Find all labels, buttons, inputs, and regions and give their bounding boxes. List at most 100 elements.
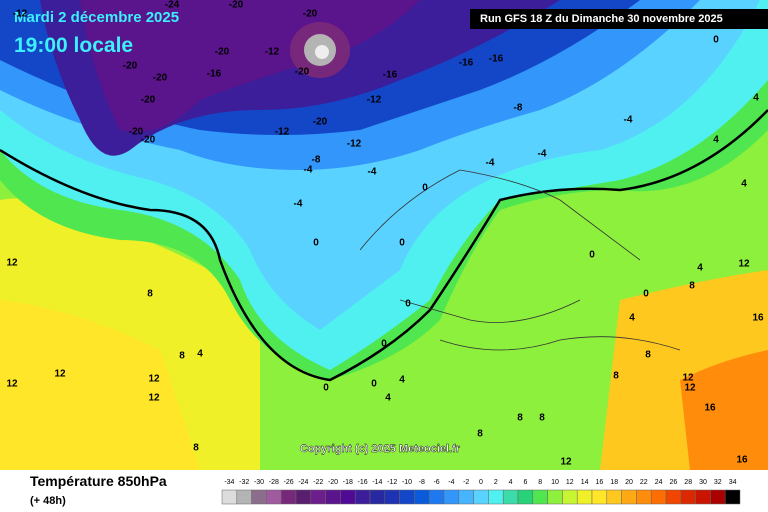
legend-label: -20 bbox=[328, 479, 338, 486]
contour-label: 8 bbox=[193, 443, 199, 454]
legend-swatch bbox=[251, 489, 267, 505]
legend-label: -16 bbox=[358, 479, 368, 486]
contour-label: 0 bbox=[381, 339, 387, 350]
legend-label: 16 bbox=[596, 479, 604, 486]
contour-label: 12 bbox=[148, 374, 160, 385]
legend-label: -14 bbox=[372, 479, 382, 486]
contour-label: 8 bbox=[645, 350, 651, 361]
legend-label: 14 bbox=[581, 479, 589, 486]
contour-label: -4 bbox=[486, 158, 495, 169]
time: 19:00 locale bbox=[14, 34, 133, 57]
legend-swatch bbox=[695, 489, 711, 505]
legend-label: -34 bbox=[224, 479, 234, 486]
legend-label: 2 bbox=[494, 479, 498, 486]
contour-label: -20 bbox=[141, 95, 156, 106]
contour-label: -20 bbox=[313, 117, 328, 128]
contour-label: 12 bbox=[682, 373, 694, 384]
contour-label: 12 bbox=[738, 259, 750, 270]
contour-label: 4 bbox=[629, 313, 635, 324]
legend-label: 8 bbox=[538, 479, 542, 486]
legend-label: 20 bbox=[625, 479, 633, 486]
footer-lead: (+ 48h) bbox=[30, 495, 66, 507]
legend-label: -24 bbox=[298, 479, 308, 486]
legend-swatch bbox=[636, 489, 652, 505]
run-info: Run GFS 18 Z du Dimanche 30 novembre 202… bbox=[480, 13, 723, 25]
contour-label: 0 bbox=[643, 289, 649, 300]
contour-label: 12 bbox=[148, 393, 160, 404]
contour-label: -20 bbox=[123, 61, 138, 72]
legend-swatch bbox=[399, 489, 415, 505]
legend-swatch bbox=[266, 489, 282, 505]
contour-label: -24 bbox=[165, 0, 180, 11]
contour-label: 4 bbox=[385, 393, 391, 404]
legend-swatch bbox=[710, 489, 726, 505]
contour-label: 4 bbox=[753, 93, 759, 104]
contour-label: 8 bbox=[477, 429, 483, 440]
contour-label: -4 bbox=[294, 199, 303, 210]
legend-swatch bbox=[384, 489, 400, 505]
legend-swatch bbox=[325, 489, 341, 505]
contour-label: 0 bbox=[422, 183, 428, 194]
legend-swatch bbox=[310, 489, 326, 505]
contour-label: 8 bbox=[179, 351, 185, 362]
run-banner bbox=[470, 9, 768, 29]
legend-label: 4 bbox=[509, 479, 513, 486]
legend-label: 24 bbox=[655, 479, 663, 486]
contour-label: 12 bbox=[684, 383, 696, 394]
legend-swatch bbox=[650, 489, 667, 505]
contour-label: 0 bbox=[405, 299, 411, 310]
legend-label: -32 bbox=[239, 479, 249, 486]
contour-label: -8 bbox=[514, 103, 523, 114]
contour-label: -20 bbox=[215, 47, 230, 58]
contour-label: 12 bbox=[6, 258, 18, 269]
legend-swatch bbox=[547, 489, 563, 505]
legend-swatch bbox=[354, 489, 371, 505]
legend-swatch bbox=[680, 489, 696, 505]
legend-swatch bbox=[576, 489, 593, 505]
contour-label: 4 bbox=[741, 179, 747, 190]
legend-label: 34 bbox=[729, 479, 737, 486]
contour-label: -12 bbox=[367, 95, 382, 106]
legend-label: -4 bbox=[448, 479, 454, 486]
legend-label: 6 bbox=[523, 479, 527, 486]
contour-label: -12 bbox=[13, 9, 28, 20]
legend-label: -28 bbox=[269, 479, 279, 486]
legend-swatch bbox=[295, 489, 312, 505]
contour-label: -4 bbox=[304, 165, 313, 176]
legend-swatch bbox=[414, 489, 430, 505]
contour-label: -20 bbox=[153, 73, 168, 84]
legend-swatch bbox=[236, 489, 252, 505]
contour-label: 4 bbox=[697, 263, 703, 274]
contour-label: -20 bbox=[229, 0, 244, 11]
legend-label: -6 bbox=[433, 479, 439, 486]
contour-label: 0 bbox=[713, 35, 719, 46]
legend-label: 12 bbox=[566, 479, 574, 486]
legend-label: -18 bbox=[343, 479, 353, 486]
legend-label: 22 bbox=[640, 479, 648, 486]
contour-label: -12 bbox=[265, 47, 280, 58]
contour-label: -20 bbox=[141, 135, 156, 146]
contour-label: -12 bbox=[347, 139, 362, 150]
legend-swatch bbox=[488, 489, 504, 505]
legend-label: 26 bbox=[670, 479, 678, 486]
contour-label: 8 bbox=[613, 371, 619, 382]
legend-label: 32 bbox=[714, 479, 722, 486]
legend-label: 18 bbox=[610, 479, 618, 486]
contour-label: -4 bbox=[368, 167, 377, 178]
legend-swatch bbox=[473, 489, 489, 505]
legend-swatch bbox=[428, 489, 445, 505]
contour-label: -4 bbox=[538, 149, 547, 160]
contour-label: -20 bbox=[303, 9, 318, 20]
contour-label: -8 bbox=[312, 155, 321, 166]
contour-label: 8 bbox=[539, 413, 545, 424]
legend-swatch bbox=[443, 489, 460, 505]
contour-label: 0 bbox=[371, 379, 377, 390]
legend-swatch bbox=[369, 489, 386, 505]
legend-swatch bbox=[606, 489, 622, 505]
legend-swatch bbox=[517, 489, 534, 505]
contour-label: 12 bbox=[560, 457, 572, 468]
legend-label: -2 bbox=[463, 479, 469, 486]
legend-swatch bbox=[621, 489, 637, 505]
contour-label: 0 bbox=[323, 383, 329, 394]
legend-label: -26 bbox=[284, 479, 294, 486]
